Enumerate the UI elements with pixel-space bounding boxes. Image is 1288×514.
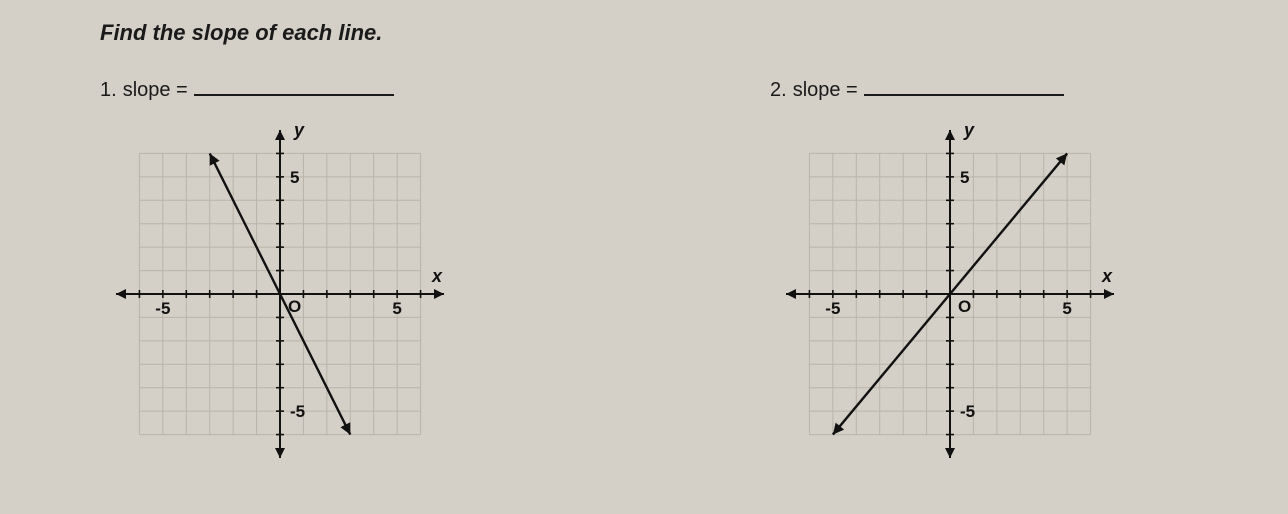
problem-1-number: 1.: [100, 79, 117, 102]
svg-text:y: y: [293, 120, 305, 140]
problems-row: 1. slope = y x O 5 -5 5 -5 2. slope = y x O 5 -5 5 -…: [100, 74, 1188, 474]
page-heading: Find the slope of each line.: [100, 20, 1188, 46]
svg-text:x: x: [1101, 266, 1113, 286]
problem-2-graph: y x O 5 -5 5 -5: [770, 114, 1130, 474]
problem-1-slope-label: slope =: [123, 79, 188, 102]
graph-svg-2: y x O 5 -5 5 -5: [770, 114, 1130, 474]
problem-2-number: 2.: [770, 79, 787, 102]
svg-text:y: y: [963, 120, 975, 140]
problem-2-blank[interactable]: [864, 74, 1064, 96]
graph-svg-1: yxO5-55-5: [100, 114, 460, 474]
svg-text:O: O: [958, 297, 971, 316]
problem-1: 1. slope = yxO5-55-5: [100, 74, 460, 474]
svg-text:-5: -5: [155, 299, 170, 318]
svg-text:5: 5: [392, 299, 401, 318]
svg-text:x: x: [431, 266, 443, 286]
problem-2-slope-label: slope =: [793, 79, 858, 102]
problem-2-prompt: 2. slope =: [770, 74, 1130, 102]
problem-1-graph: yxO5-55-5: [100, 114, 460, 474]
svg-text:5: 5: [1062, 299, 1071, 318]
svg-text:-5: -5: [290, 402, 305, 421]
svg-text:5: 5: [290, 168, 299, 187]
problem-2: 2. slope = y x O 5 -5 5 -5: [770, 74, 1130, 474]
svg-text:5: 5: [960, 168, 969, 187]
svg-text:-5: -5: [960, 402, 975, 421]
problem-1-prompt: 1. slope =: [100, 74, 460, 102]
svg-text:-5: -5: [825, 299, 840, 318]
problem-1-blank[interactable]: [194, 74, 394, 96]
